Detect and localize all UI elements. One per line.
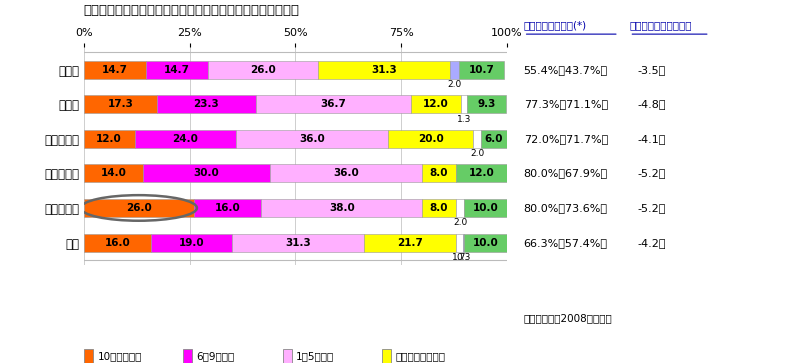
Bar xyxy=(451,61,459,79)
Text: 31.3: 31.3 xyxy=(285,237,311,248)
Text: 10.0: 10.0 xyxy=(472,203,499,213)
Text: 14.0: 14.0 xyxy=(101,168,126,178)
Text: 14.7: 14.7 xyxy=(102,65,128,75)
Text: 14.7: 14.7 xyxy=(164,65,190,75)
Text: 実年齢とほぼ同じ: 実年齢とほぼ同じ xyxy=(396,351,445,362)
Bar xyxy=(84,199,194,217)
Bar xyxy=(422,164,456,182)
Text: 2.0: 2.0 xyxy=(453,218,468,227)
Text: 2.0: 2.0 xyxy=(448,80,462,89)
Text: 80.0%（67.9%）: 80.0%（67.9%） xyxy=(523,168,608,178)
Bar xyxy=(157,95,255,113)
FancyBboxPatch shape xyxy=(282,349,292,363)
Text: 26.0: 26.0 xyxy=(126,203,152,213)
Text: 31.3: 31.3 xyxy=(371,65,397,75)
Bar xyxy=(262,199,422,217)
Bar xyxy=(84,164,143,182)
Text: -5.2歳: -5.2歳 xyxy=(638,203,666,213)
Text: 12.0: 12.0 xyxy=(97,134,122,144)
Bar xyxy=(463,233,464,252)
Text: -5.2歳: -5.2歳 xyxy=(638,168,666,178)
Text: 再掲：「若く」計(*): 再掲：「若く」計(*) xyxy=(523,20,587,30)
Bar xyxy=(255,95,411,113)
Text: 10歳以上若く: 10歳以上若く xyxy=(97,351,142,362)
Text: 9.3: 9.3 xyxy=(477,99,496,109)
Bar xyxy=(135,130,236,148)
Bar xyxy=(152,233,231,252)
Text: -4.1歳: -4.1歳 xyxy=(638,134,666,144)
Bar xyxy=(84,95,157,113)
Text: 16.0: 16.0 xyxy=(215,203,240,213)
Bar xyxy=(464,199,507,217)
Bar xyxy=(143,164,270,182)
Text: 80.0%（73.6%）: 80.0%（73.6%） xyxy=(523,203,607,213)
Text: 21.7: 21.7 xyxy=(397,237,423,248)
Text: ＊（　）内は2008年データ: ＊（ ）内は2008年データ xyxy=(523,313,612,323)
Bar xyxy=(364,233,456,252)
Bar xyxy=(467,95,506,113)
Text: 55.4%（43.7%）: 55.4%（43.7%） xyxy=(523,65,608,75)
Text: 6.0: 6.0 xyxy=(485,134,504,144)
Text: 1.7: 1.7 xyxy=(452,253,467,262)
Bar xyxy=(473,130,481,148)
Text: 19.0: 19.0 xyxy=(179,237,204,248)
Bar xyxy=(464,233,507,252)
Text: 12.0: 12.0 xyxy=(423,99,449,109)
Text: 8.0: 8.0 xyxy=(430,203,448,213)
Text: 36.0: 36.0 xyxy=(299,134,325,144)
Text: -4.2歳: -4.2歳 xyxy=(638,237,666,248)
Bar xyxy=(208,61,318,79)
Text: 38.0: 38.0 xyxy=(329,203,354,213)
Bar xyxy=(389,130,473,148)
FancyBboxPatch shape xyxy=(84,349,93,363)
Text: 20.0: 20.0 xyxy=(417,134,444,144)
Text: 1～5歳若く: 1～5歳若く xyxy=(296,351,334,362)
Bar xyxy=(422,199,456,217)
Bar xyxy=(236,130,389,148)
Bar xyxy=(84,61,146,79)
Bar xyxy=(411,95,461,113)
Text: 77.3%（71.1%）: 77.3%（71.1%） xyxy=(523,99,608,109)
Bar xyxy=(481,130,507,148)
Text: 30.0: 30.0 xyxy=(194,168,219,178)
Text: 10.0: 10.0 xyxy=(472,237,499,248)
Text: 1.3: 1.3 xyxy=(457,115,472,124)
Text: -3.5歳: -3.5歳 xyxy=(638,65,666,75)
Text: 実年齢との差〈平均〉: 実年齢との差〈平均〉 xyxy=(630,20,692,30)
Text: 23.3: 23.3 xyxy=(193,99,219,109)
Bar xyxy=(84,233,152,252)
Text: 10.7: 10.7 xyxy=(468,65,495,75)
Bar xyxy=(461,95,467,113)
FancyBboxPatch shape xyxy=(184,349,192,363)
Bar xyxy=(146,61,208,79)
Text: 0.3: 0.3 xyxy=(456,253,471,262)
Bar xyxy=(456,199,464,217)
Text: 36.7: 36.7 xyxy=(320,99,346,109)
Bar xyxy=(318,61,451,79)
Text: 66.3%（57.4%）: 66.3%（57.4%） xyxy=(523,237,607,248)
Text: -4.8歳: -4.8歳 xyxy=(638,99,666,109)
Text: 8.0: 8.0 xyxy=(430,168,448,178)
Text: 12.0: 12.0 xyxy=(468,168,494,178)
Bar xyxy=(231,233,364,252)
Text: 26.0: 26.0 xyxy=(251,65,276,75)
Text: 72.0%（71.7%）: 72.0%（71.7%） xyxy=(523,134,608,144)
Text: 17.3: 17.3 xyxy=(108,99,133,109)
Bar xyxy=(456,233,463,252)
Text: 2.0: 2.0 xyxy=(470,149,484,158)
Bar xyxy=(84,130,135,148)
Text: 36.0: 36.0 xyxy=(333,168,359,178)
Text: 24.0: 24.0 xyxy=(172,134,198,144)
Text: あなたは普段、まわりの人からどのように見られたいですか: あなたは普段、まわりの人からどのように見られたいですか xyxy=(84,4,300,17)
Text: 6～9歳若く: 6～9歳若く xyxy=(197,351,235,362)
Text: 16.0: 16.0 xyxy=(105,237,131,248)
Bar xyxy=(270,164,422,182)
Bar xyxy=(194,199,262,217)
FancyBboxPatch shape xyxy=(382,349,391,363)
Bar xyxy=(456,164,507,182)
Bar xyxy=(459,61,504,79)
